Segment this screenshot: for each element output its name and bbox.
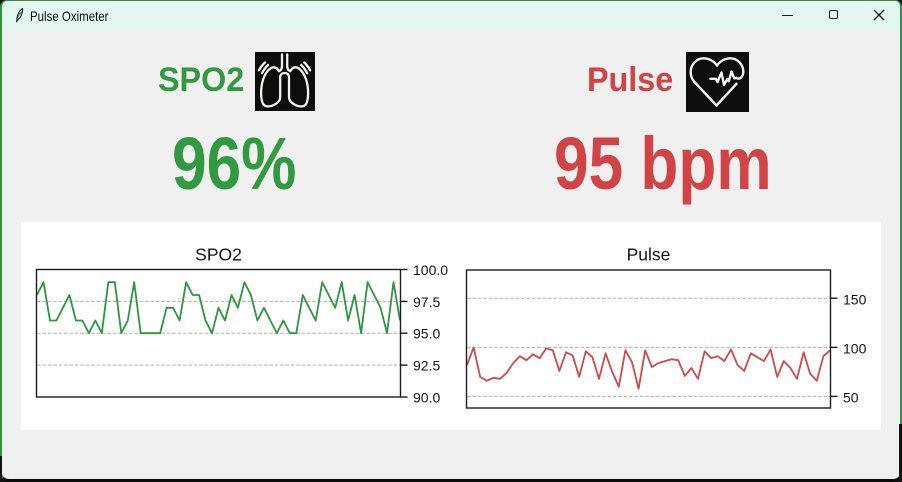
svg-text:100: 100 — [843, 341, 867, 357]
svg-text:100.0: 100.0 — [413, 262, 448, 278]
svg-text:92.5: 92.5 — [413, 358, 440, 374]
svg-text:90.0: 90.0 — [413, 390, 440, 406]
svg-text:50: 50 — [843, 390, 859, 406]
svg-text:97.5: 97.5 — [413, 294, 440, 310]
svg-text:Pulse: Pulse — [627, 245, 671, 265]
svg-text:SPO2: SPO2 — [195, 245, 242, 265]
svg-text:95.0: 95.0 — [413, 326, 440, 342]
svg-text:150: 150 — [843, 291, 867, 307]
